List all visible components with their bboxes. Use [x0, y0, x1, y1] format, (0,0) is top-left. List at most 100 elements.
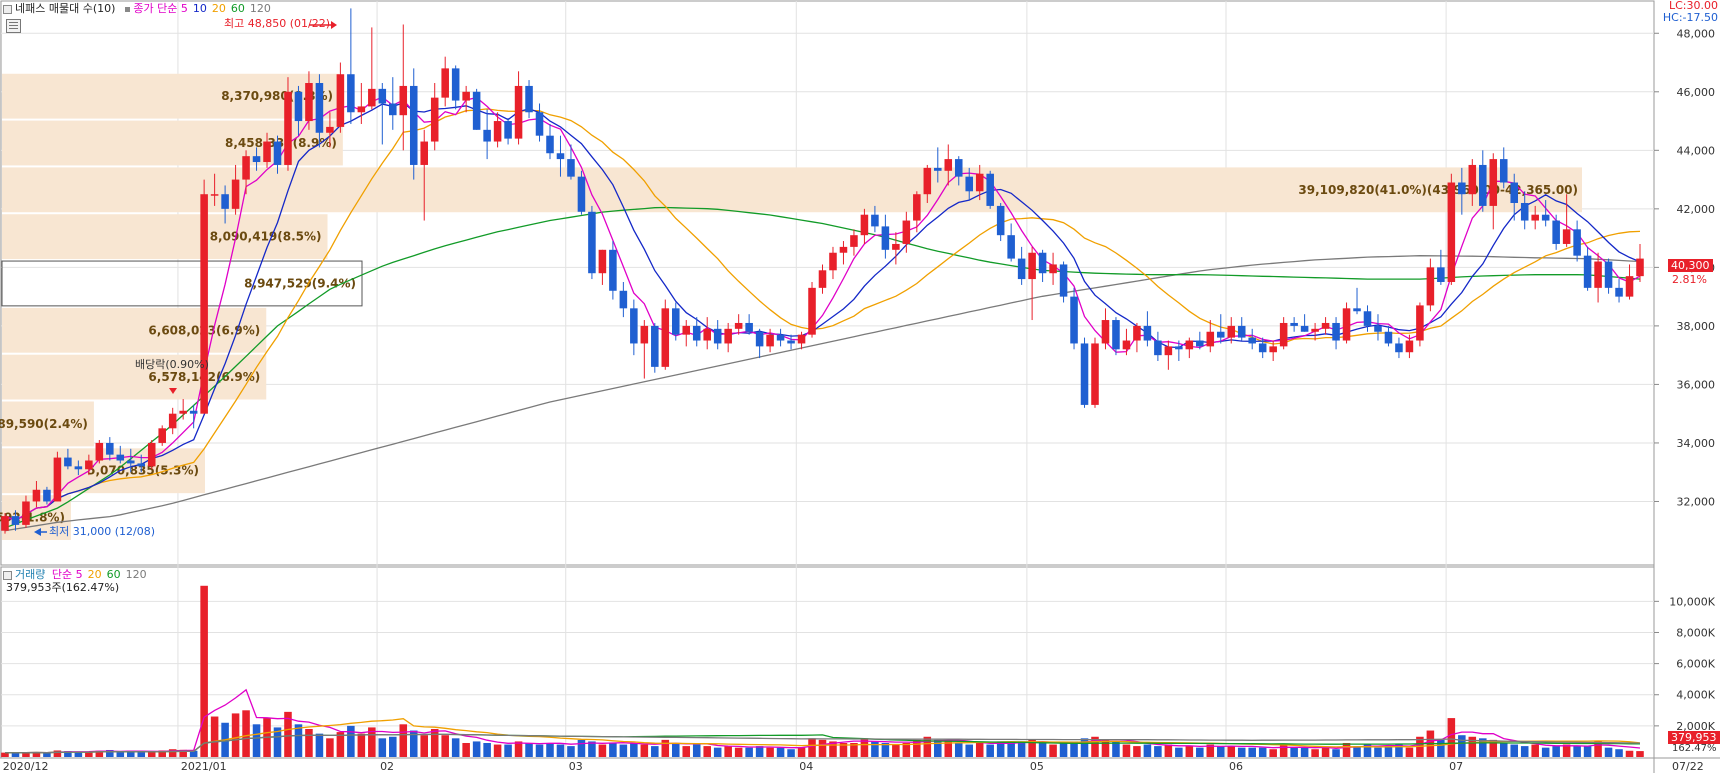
volume-bar — [577, 739, 586, 757]
volume-tick-label: 10,000K — [1669, 595, 1715, 608]
candle-body — [1091, 343, 1099, 405]
volume-bar — [158, 750, 166, 757]
volume-last-value: 379,953주(162.47%) — [6, 581, 120, 594]
candle-body — [514, 85, 523, 139]
volume-bar — [766, 747, 774, 757]
candle-body — [1007, 235, 1015, 259]
volume-bar — [839, 742, 848, 757]
volume-bar — [535, 744, 544, 757]
candle-body — [1437, 267, 1445, 282]
candle-body — [1583, 255, 1592, 288]
candle-body — [1468, 164, 1477, 195]
price-tick-label: 36,000 — [1677, 378, 1716, 391]
volume-bar — [1562, 744, 1571, 757]
candle-body — [1112, 320, 1120, 350]
candle-body — [504, 121, 512, 139]
volume-bar — [1164, 744, 1173, 757]
volume-bar — [1080, 738, 1089, 757]
volume-profile-bar — [2, 167, 1582, 213]
volume-profile-bar — [2, 354, 267, 400]
candle-body — [588, 211, 596, 274]
volume-profile-label: 39,109,820(41.0%)(43,960.00-42,365.00) — [1298, 183, 1578, 197]
checkbox-icon[interactable] — [3, 570, 12, 580]
date-label: 06 — [1229, 760, 1243, 773]
price-tick-label: 48,000 — [1677, 27, 1716, 40]
candle-body — [703, 328, 711, 341]
candle-body — [389, 103, 397, 116]
candle-body — [493, 121, 502, 142]
volume-bar — [1258, 747, 1267, 757]
candle-body — [1196, 340, 1204, 347]
candle-body — [11, 516, 20, 525]
volume-legend-title: 거래량 — [15, 568, 46, 581]
volume-bar — [1437, 739, 1445, 757]
candle-body — [1258, 343, 1267, 353]
volume-profile-bar — [2, 73, 340, 119]
volume-bar — [1499, 742, 1508, 757]
volume-bar — [1279, 744, 1288, 757]
candle-body — [1175, 346, 1183, 350]
volume-bar — [1479, 738, 1487, 757]
volume-bar — [326, 738, 334, 757]
volume-bar — [483, 742, 491, 757]
volume-bar — [1196, 747, 1204, 757]
candle-body — [1384, 331, 1393, 344]
volume-bar — [787, 749, 795, 757]
volume-bar — [305, 728, 313, 757]
candle-body — [22, 501, 30, 525]
volume-bar — [661, 739, 670, 757]
volume-bar — [43, 752, 51, 757]
volume-bar — [106, 749, 114, 757]
candle-body — [168, 413, 177, 429]
candle-body — [64, 457, 72, 467]
candle-body — [430, 97, 439, 142]
volume-bar — [1049, 744, 1057, 757]
dividend-marker-icon — [169, 388, 177, 394]
last-price-tag: 40,300 — [1668, 259, 1713, 272]
candle-body — [116, 454, 125, 461]
volume-bar — [1007, 742, 1015, 757]
volume-bar — [1384, 746, 1393, 757]
volume-bar — [671, 742, 680, 757]
volume-bar — [1625, 750, 1634, 757]
candle-body — [409, 85, 418, 165]
volume-bar — [1237, 747, 1246, 757]
candle-body — [1227, 325, 1236, 338]
volume-ma-120-label: 120 — [125, 568, 147, 581]
volume-bar — [1395, 744, 1403, 757]
volume-bar — [451, 738, 460, 757]
checkbox-icon[interactable] — [3, 4, 12, 14]
candle-body — [1237, 325, 1246, 338]
volume-bar — [1028, 739, 1036, 757]
candle-body — [881, 226, 890, 250]
volume-bar — [944, 741, 953, 757]
table-icon[interactable] — [6, 19, 21, 33]
candle-body — [126, 460, 135, 464]
price-ma-5-label: 5 — [180, 2, 188, 15]
candle-body — [357, 106, 366, 113]
volume-bar — [546, 742, 554, 757]
candle-body — [1416, 305, 1424, 341]
volume-bar — [95, 750, 104, 757]
volume-bar — [692, 744, 701, 757]
price-legend-title: 네패스 매물대 수(10) — [15, 2, 116, 15]
candle-body — [535, 112, 544, 136]
volume-profile-bar — [2, 307, 267, 353]
candle-body — [200, 194, 208, 414]
volume-bar — [1269, 749, 1277, 757]
candle-body — [294, 91, 303, 122]
candle-body — [1363, 311, 1372, 326]
candle-body — [284, 91, 292, 165]
volume-bar — [556, 744, 565, 757]
volume-bar — [126, 751, 135, 757]
volume-bar — [640, 744, 649, 757]
candle-body — [1353, 308, 1361, 312]
price-tick-label: 42,000 — [1677, 203, 1716, 216]
candle-body — [1269, 346, 1277, 353]
volume-ma120-line — [4, 733, 1641, 754]
candle-body — [1321, 322, 1330, 329]
candle-body — [1, 516, 9, 531]
volume-bar — [1604, 747, 1613, 757]
volume-bar — [378, 738, 387, 757]
volume-bar — [986, 744, 994, 757]
